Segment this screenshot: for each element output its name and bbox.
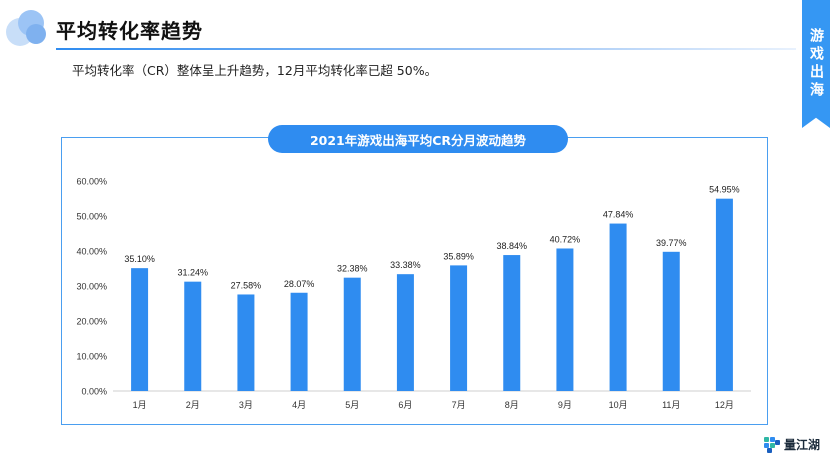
bar bbox=[609, 223, 627, 391]
x-tick-label: 3月 bbox=[239, 400, 253, 410]
data-label: 31.24% bbox=[177, 268, 208, 278]
bar bbox=[237, 294, 255, 391]
bar bbox=[343, 277, 361, 391]
x-tick-label: 8月 bbox=[505, 400, 519, 410]
bar-chart: 0.00% 10.00% 20.00% 30.00% 40.00% 50.00% 60.00… bbox=[76, 177, 751, 410]
x-tick-label: 9月 bbox=[558, 400, 572, 410]
y-tick-label: 10.00% bbox=[76, 352, 107, 362]
x-tick-label: 6月 bbox=[398, 400, 412, 410]
bar bbox=[290, 292, 308, 391]
data-label: 38.84% bbox=[496, 241, 527, 251]
x-tick-label: 5月 bbox=[345, 400, 359, 410]
side-tab: 游戏出海 bbox=[802, 0, 830, 128]
x-tick-label: 7月 bbox=[452, 400, 466, 410]
data-label: 54.95% bbox=[709, 185, 740, 195]
data-label: 40.72% bbox=[550, 234, 581, 244]
data-label: 28.07% bbox=[284, 279, 315, 289]
brand-icon bbox=[763, 436, 780, 453]
y-tick-label: 0.00% bbox=[81, 387, 107, 397]
y-tick-label: 60.00% bbox=[76, 177, 107, 187]
bar bbox=[662, 251, 680, 391]
x-tick-label: 2月 bbox=[186, 400, 200, 410]
x-tick-label: 1月 bbox=[133, 400, 147, 410]
brand-name: 量江湖 bbox=[783, 438, 820, 452]
bar bbox=[556, 248, 574, 391]
x-tick-label: 4月 bbox=[292, 400, 306, 410]
data-label: 35.10% bbox=[124, 254, 155, 264]
x-tick-label: 10月 bbox=[609, 400, 628, 410]
data-label: 35.89% bbox=[443, 251, 474, 261]
bar bbox=[184, 281, 202, 391]
bar bbox=[131, 268, 149, 391]
chart-title: 2021年游戏出海平均CR分月波动趋势 bbox=[268, 125, 568, 153]
data-label: 39.77% bbox=[656, 238, 687, 248]
data-label: 47.84% bbox=[603, 210, 634, 220]
bar bbox=[503, 255, 521, 391]
y-tick-label: 40.00% bbox=[76, 247, 107, 257]
page-title: 平均转化率趋势 bbox=[56, 19, 203, 43]
y-tick-label: 50.00% bbox=[76, 212, 107, 222]
y-tick-label: 20.00% bbox=[76, 317, 107, 327]
brand-logo: 量江湖 bbox=[763, 436, 820, 453]
data-label: 33.38% bbox=[390, 260, 421, 270]
x-tick-label: 12月 bbox=[715, 400, 734, 410]
bar bbox=[396, 274, 414, 391]
cloud-icon bbox=[6, 10, 46, 46]
bar bbox=[715, 198, 733, 391]
y-tick-label: 30.00% bbox=[76, 282, 107, 292]
bar bbox=[450, 265, 468, 391]
x-tick-label: 11月 bbox=[662, 400, 680, 410]
data-label: 27.58% bbox=[231, 280, 262, 290]
title-divider bbox=[56, 48, 796, 50]
page-subtitle: 平均转化率（CR）整体呈上升趋势，12月平均转化率已超 50%。 bbox=[72, 63, 438, 78]
data-label: 32.38% bbox=[337, 264, 368, 274]
